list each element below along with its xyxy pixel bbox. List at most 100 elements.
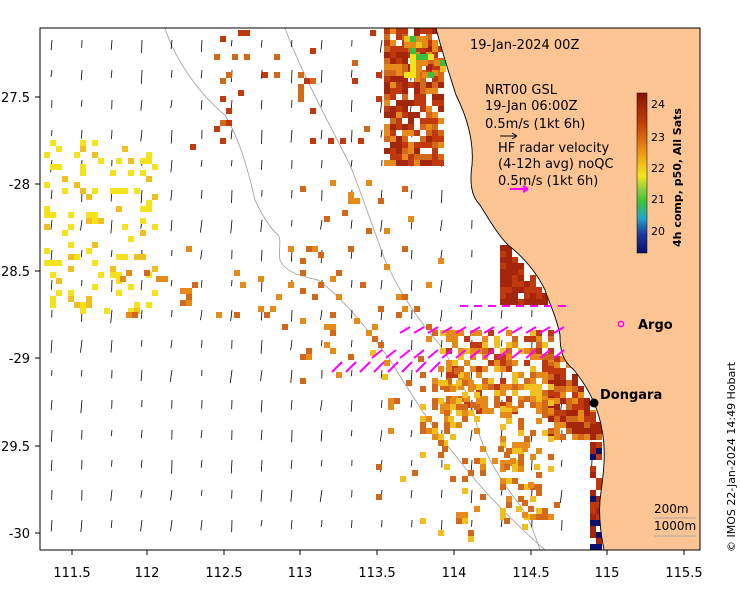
sst-cell: [554, 356, 560, 362]
sst-cell: [384, 228, 390, 234]
sst-cell: [474, 392, 480, 398]
sst-cell: [44, 260, 50, 266]
sst-cell: [512, 378, 518, 384]
sst-cell: [438, 100, 444, 106]
current-arrow: [320, 219, 323, 230]
sst-cell: [500, 360, 506, 366]
sst-cell: [402, 186, 408, 192]
sst-cell: [116, 158, 122, 164]
sst-cell: [500, 508, 506, 514]
sst-cell: [438, 46, 444, 52]
sst-cell: [500, 478, 506, 484]
current-arrow: [260, 399, 263, 413]
sst-cell: [44, 182, 50, 188]
sst-cell: [494, 354, 500, 360]
sst-cell: [426, 46, 432, 52]
sst-cell: [530, 330, 536, 336]
current-arrow: [350, 69, 353, 78]
sst-cell: [462, 410, 468, 416]
sst-cell: [458, 348, 464, 354]
sst-cell: [590, 532, 596, 538]
sst-cell: [152, 194, 158, 200]
sst-cell: [370, 350, 376, 356]
current-arrow: [80, 369, 83, 377]
sst-cell: [488, 360, 494, 366]
sst-cell: [376, 464, 382, 470]
sst-cell: [414, 306, 420, 312]
sst-cell: [68, 242, 74, 248]
hf-radar-arrow: [483, 326, 495, 334]
sst-cell: [554, 434, 560, 440]
sst-cell: [388, 428, 394, 434]
sst-cell: [596, 520, 602, 526]
sst-cell: [590, 448, 596, 454]
sst-cell: [506, 402, 512, 408]
current-arrow: [351, 279, 353, 288]
current-arrow: [201, 189, 203, 199]
sst-cell: [578, 386, 584, 392]
sst-cell: [572, 428, 578, 434]
sst-cell: [408, 142, 414, 148]
current-arrow: [110, 489, 113, 502]
sst-cell: [518, 263, 524, 269]
sst-cell: [396, 142, 402, 148]
sst-cell: [536, 342, 542, 348]
sst-cell: [384, 136, 390, 142]
current-arrow: [229, 369, 233, 384]
current-arrow: [200, 219, 203, 233]
sst-cell: [596, 544, 602, 550]
sst-cell: [506, 502, 512, 508]
sst-cell: [404, 42, 410, 48]
sst-cell: [384, 34, 390, 40]
sst-cell: [462, 458, 468, 464]
sst-cell: [376, 72, 382, 78]
current-arrow: [500, 309, 503, 319]
sst-cell: [444, 404, 450, 410]
sst-cell: [396, 28, 402, 34]
sst-cell: [152, 164, 158, 170]
sst-cell: [500, 402, 506, 408]
sst-cell: [86, 296, 92, 302]
current-arrow: [379, 39, 383, 53]
sst-cell: [406, 380, 412, 386]
current-arrow: [351, 339, 353, 348]
current-arrow: [170, 129, 173, 144]
dongara-label: Dongara: [600, 388, 662, 403]
sst-cell: [80, 164, 86, 170]
sst-cell: [420, 416, 426, 422]
sst-cell: [402, 28, 408, 34]
sst-cell: [512, 281, 518, 287]
current-arrow: [441, 489, 443, 498]
sst-cell: [330, 276, 336, 282]
sst-cell: [596, 502, 602, 508]
sst-cell: [282, 324, 288, 330]
sst-cell: [536, 448, 542, 454]
sst-cell: [410, 54, 416, 60]
sst-cell: [396, 34, 402, 40]
sst-cell: [146, 152, 152, 158]
hf-radar-arrow: [401, 361, 413, 373]
sst-cell: [384, 88, 390, 94]
sst-cell: [506, 354, 512, 360]
sst-cell: [548, 408, 554, 414]
sst-cell: [414, 46, 420, 52]
current-arrow: [200, 99, 203, 110]
sst-cell: [566, 410, 572, 416]
sst-cell: [390, 130, 396, 136]
sst-cell: [396, 46, 402, 52]
sst-cell: [390, 106, 396, 112]
sst-cell: [438, 94, 444, 100]
sst-cell: [506, 245, 512, 251]
sst-cell: [500, 424, 506, 430]
current-arrow: [141, 309, 143, 319]
sst-cell: [110, 272, 116, 278]
sst-cell: [572, 404, 578, 410]
sst-cell: [530, 402, 536, 408]
hf-radar-arrow: [429, 361, 441, 373]
sst-cell: [80, 302, 86, 308]
current-arrow: [290, 399, 293, 410]
current-arrow: [320, 399, 323, 411]
sst-cell: [578, 398, 584, 404]
sst-cell: [306, 354, 312, 360]
current-arrow: [440, 309, 443, 322]
